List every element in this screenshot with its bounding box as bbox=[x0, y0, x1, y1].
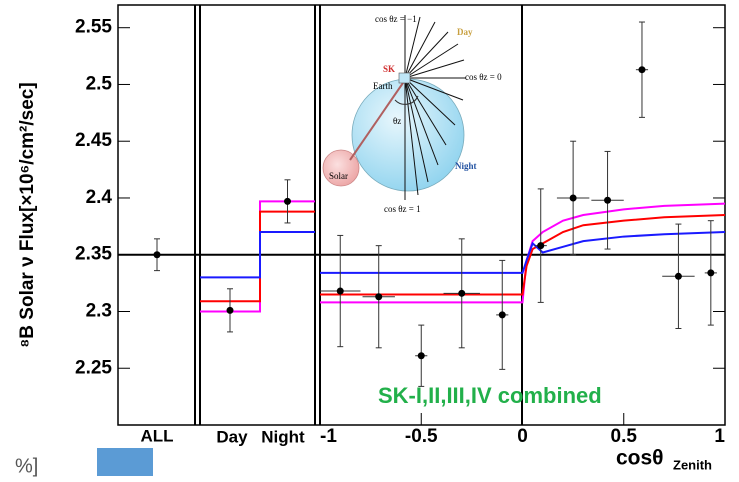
category-label: Night bbox=[261, 427, 305, 446]
model-step bbox=[200, 201, 315, 311]
chart: ⁸B Solar ν Flux[×10⁶/cm²/sec] cosθ Zenit… bbox=[0, 0, 739, 482]
x-tick-label: -1 bbox=[320, 426, 337, 447]
data-point bbox=[458, 290, 465, 297]
data-point bbox=[499, 311, 506, 318]
inset-label: cos θz = 1 bbox=[384, 204, 421, 214]
inset-label: cos θz = −1 bbox=[375, 14, 417, 24]
x-tick-label: 0.5 bbox=[611, 426, 638, 447]
y-axis-label: ⁸B Solar ν Flux[×10⁶/cm²/sec] bbox=[17, 82, 38, 347]
y-tick-label: 2.45 bbox=[75, 130, 112, 151]
inset-label: cos θz = 0 bbox=[465, 72, 502, 82]
x-tick-label: 0 bbox=[517, 426, 528, 447]
footer-box bbox=[97, 448, 153, 476]
inset-label: Day bbox=[457, 27, 473, 37]
data-point bbox=[227, 307, 234, 314]
data-point bbox=[570, 194, 577, 201]
data-point bbox=[638, 66, 645, 73]
y-tick-label: 2.4 bbox=[86, 187, 113, 208]
inset-label: θz bbox=[393, 116, 401, 126]
x-tick-label: 1 bbox=[714, 426, 725, 447]
inset-label: Night bbox=[455, 161, 477, 171]
y-tick-label: 2.55 bbox=[75, 17, 112, 38]
inset-label: SK bbox=[383, 64, 395, 74]
y-tick-label: 2.25 bbox=[75, 357, 112, 378]
inset-diagram: cos θz = −1 Day SK Earth cos θz = 0 θz S… bbox=[323, 14, 502, 214]
data-point bbox=[604, 197, 611, 204]
x-axis-label-sub: Zenith bbox=[673, 457, 712, 472]
category-label: ALL bbox=[140, 426, 173, 445]
data-point bbox=[537, 242, 544, 249]
data-point bbox=[284, 198, 291, 205]
category-label: Day bbox=[216, 427, 248, 446]
inset-label: Earth bbox=[373, 81, 393, 91]
y-tick-label: 2.5 bbox=[86, 73, 113, 94]
y-tick-label: 2.3 bbox=[86, 301, 112, 322]
data-point bbox=[154, 251, 161, 258]
x-tick-label: -0.5 bbox=[405, 426, 438, 447]
data-point bbox=[675, 273, 682, 280]
earth bbox=[352, 79, 464, 191]
footer-text: %] bbox=[15, 455, 38, 477]
x-axis-label: cosθ bbox=[616, 447, 664, 470]
data-point bbox=[375, 293, 382, 300]
data-point bbox=[707, 269, 714, 276]
model-step bbox=[200, 212, 315, 302]
annotation: SK-I,II,III,IV combined bbox=[378, 383, 602, 408]
data-point bbox=[418, 352, 425, 359]
panel-dividers bbox=[195, 5, 522, 425]
inset-label: Solar bbox=[329, 171, 348, 181]
detector bbox=[399, 73, 410, 83]
y-tick-label: 2.35 bbox=[75, 244, 112, 265]
data-point bbox=[337, 288, 344, 295]
